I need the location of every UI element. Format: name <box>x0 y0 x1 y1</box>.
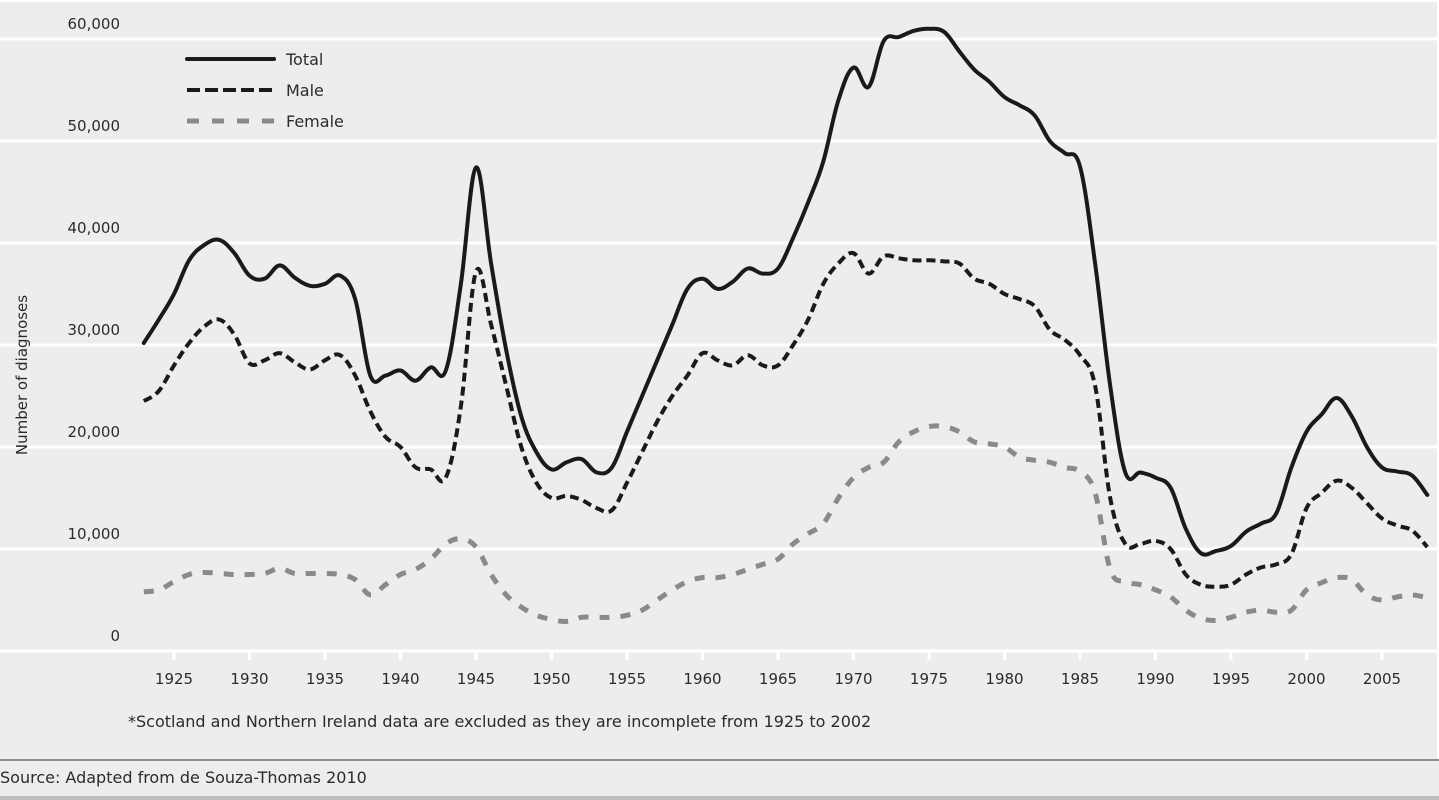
x-tick-label: 1950 <box>532 670 570 688</box>
x-tick-label: 1930 <box>230 670 268 688</box>
x-tick-label: 1965 <box>759 670 797 688</box>
top-border <box>0 0 1439 2</box>
x-tick-label: 1940 <box>381 670 419 688</box>
y-tick-label: 10,000 <box>68 525 121 543</box>
series-line-female <box>143 423 1428 624</box>
footnote: *Scotland and Northern Ireland data are … <box>128 712 872 731</box>
grid-layer <box>0 37 1439 653</box>
y-tick-label: 20,000 <box>68 423 121 441</box>
series-layer <box>141 26 1430 624</box>
legend: Total Male Female <box>185 50 344 131</box>
x-tick-label: 1980 <box>985 670 1023 688</box>
x-axis: 1925 1930 1935 1940 1945 1950 1955 1960 1965 1970… <box>155 651 1401 688</box>
right-border <box>1437 0 1439 760</box>
y-tick-label: 40,000 <box>68 219 121 237</box>
x-tick-label: 2000 <box>1287 670 1325 688</box>
x-tick-label: 1925 <box>155 670 193 688</box>
series-line-male <box>142 250 1429 589</box>
separator-line <box>0 759 1439 761</box>
chart: 0 10,000 20,000 30,000 40,000 50,000 60,000 19… <box>0 15 1439 688</box>
series-line-total <box>141 26 1430 557</box>
source-note: Source: Adapted from de Souza-Thomas 201… <box>0 768 367 787</box>
x-tick-label: 1985 <box>1061 670 1099 688</box>
y-tick-label: 0 <box>110 627 120 645</box>
x-tick-label: 1995 <box>1212 670 1250 688</box>
y-tick-label: 50,000 <box>68 117 121 135</box>
legend-label-male: Male <box>286 81 324 100</box>
y-tick-label: 30,000 <box>68 321 121 339</box>
x-tick-label: 1945 <box>457 670 495 688</box>
x-tick-label: 1975 <box>910 670 948 688</box>
y-axis-title: Number of diagnoses <box>13 295 31 455</box>
legend-label-total: Total <box>285 50 323 69</box>
bottom-border <box>0 796 1439 800</box>
x-tick-label: 1990 <box>1136 670 1174 688</box>
x-tick-label: 1960 <box>683 670 721 688</box>
x-tick-label: 1955 <box>608 670 646 688</box>
y-axis: 0 10,000 20,000 30,000 40,000 50,000 60,000 <box>68 15 121 645</box>
x-tick-label: 1970 <box>834 670 872 688</box>
x-tick-label: 2005 <box>1363 670 1401 688</box>
x-tick-label: 1935 <box>306 670 344 688</box>
y-tick-label: 60,000 <box>68 15 121 33</box>
legend-label-female: Female <box>286 112 344 131</box>
